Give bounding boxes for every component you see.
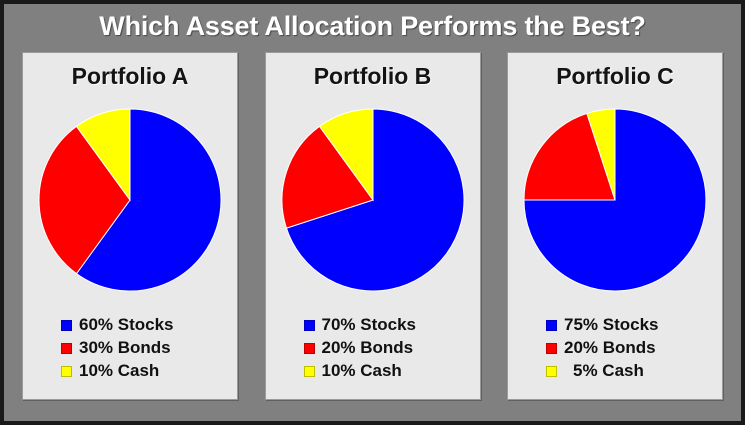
legend-label-cash: 10% Cash (321, 361, 402, 380)
legend-swatch-cash-icon (546, 365, 557, 377)
legend-swatch-cash-icon (303, 365, 315, 377)
pie-slice-cash (586, 108, 616, 201)
legend-swatch-stocks-icon (303, 319, 315, 331)
legend-label-cash: 10% Cash (79, 361, 160, 380)
portfolio-panels: Portfolio A 60% Stocks 30% Bonds 10% Cas… (22, 52, 723, 400)
legend-item: 75% Stocks (546, 315, 684, 335)
portfolio-panel-a: Portfolio A 60% Stocks 30% Bonds 10% Cas… (22, 52, 238, 400)
legend-swatch-bonds-icon (546, 342, 557, 354)
legend-item: 20% Bonds (546, 338, 684, 358)
legend-label-bonds: 20% Bonds (564, 338, 656, 357)
legend-label-stocks: 60% Stocks (79, 315, 174, 334)
legend-item: 10% Cash (61, 361, 199, 381)
legend-item: 10% Cash (303, 361, 442, 381)
legend-b: 70% Stocks 20% Bonds 10% Cash (266, 315, 480, 381)
pie-chart-b (266, 107, 480, 293)
legend-item: 30% Bonds (61, 338, 199, 358)
portfolio-panel-c: Portfolio C 75% Stocks 20% Bonds 5% Cash (507, 52, 723, 400)
legend-c: 75% Stocks 20% Bonds 5% Cash (508, 315, 722, 381)
legend-label-stocks: 70% Stocks (321, 315, 417, 334)
legend-item: 70% Stocks (303, 315, 442, 335)
legend-label-bonds: 20% Bonds (321, 338, 414, 357)
panel-title-c: Portfolio C (556, 63, 674, 89)
pie-slice-stocks (75, 108, 222, 292)
legend-swatch-bonds-icon (61, 342, 72, 354)
legend-item: 60% Stocks (61, 315, 199, 335)
legend-label-bonds: 30% Bonds (79, 338, 171, 357)
pie-slice-bonds (523, 112, 616, 201)
title-bar: Which Asset Allocation Performs the Best… (4, 4, 741, 48)
portfolio-panel-b: Portfolio B 70% Stocks 20% Bonds 10% Cas… (264, 52, 481, 400)
pie-slice-bonds (38, 125, 131, 275)
legend-item: 20% Bonds (303, 338, 442, 358)
pie-slice-bonds (281, 125, 374, 229)
legend-label-stocks: 75% Stocks (564, 315, 659, 334)
pie-svg-c (523, 108, 707, 292)
legend-swatch-stocks-icon (546, 319, 557, 331)
pie-svg-a (38, 108, 222, 292)
legend-label-cash: 5% Cash (573, 361, 644, 380)
pie-chart-a (23, 107, 237, 293)
pie-slice-stocks (285, 108, 464, 292)
legend-item: 5% Cash (546, 361, 684, 381)
pie-slice-cash (75, 108, 131, 202)
page-title: Which Asset Allocation Performs the Best… (99, 10, 646, 41)
legend-swatch-cash-icon (61, 365, 72, 377)
legend-swatch-bonds-icon (303, 342, 315, 354)
legend-swatch-stocks-icon (61, 319, 72, 331)
panel-title-b: Portfolio B (313, 63, 432, 89)
pie-chart-c (508, 107, 722, 293)
pie-slice-cash (318, 108, 373, 202)
legend-a: 60% Stocks 30% Bonds 10% Cash (23, 315, 237, 381)
panel-title-a: Portfolio A (71, 63, 189, 89)
pie-svg-b (281, 108, 464, 292)
